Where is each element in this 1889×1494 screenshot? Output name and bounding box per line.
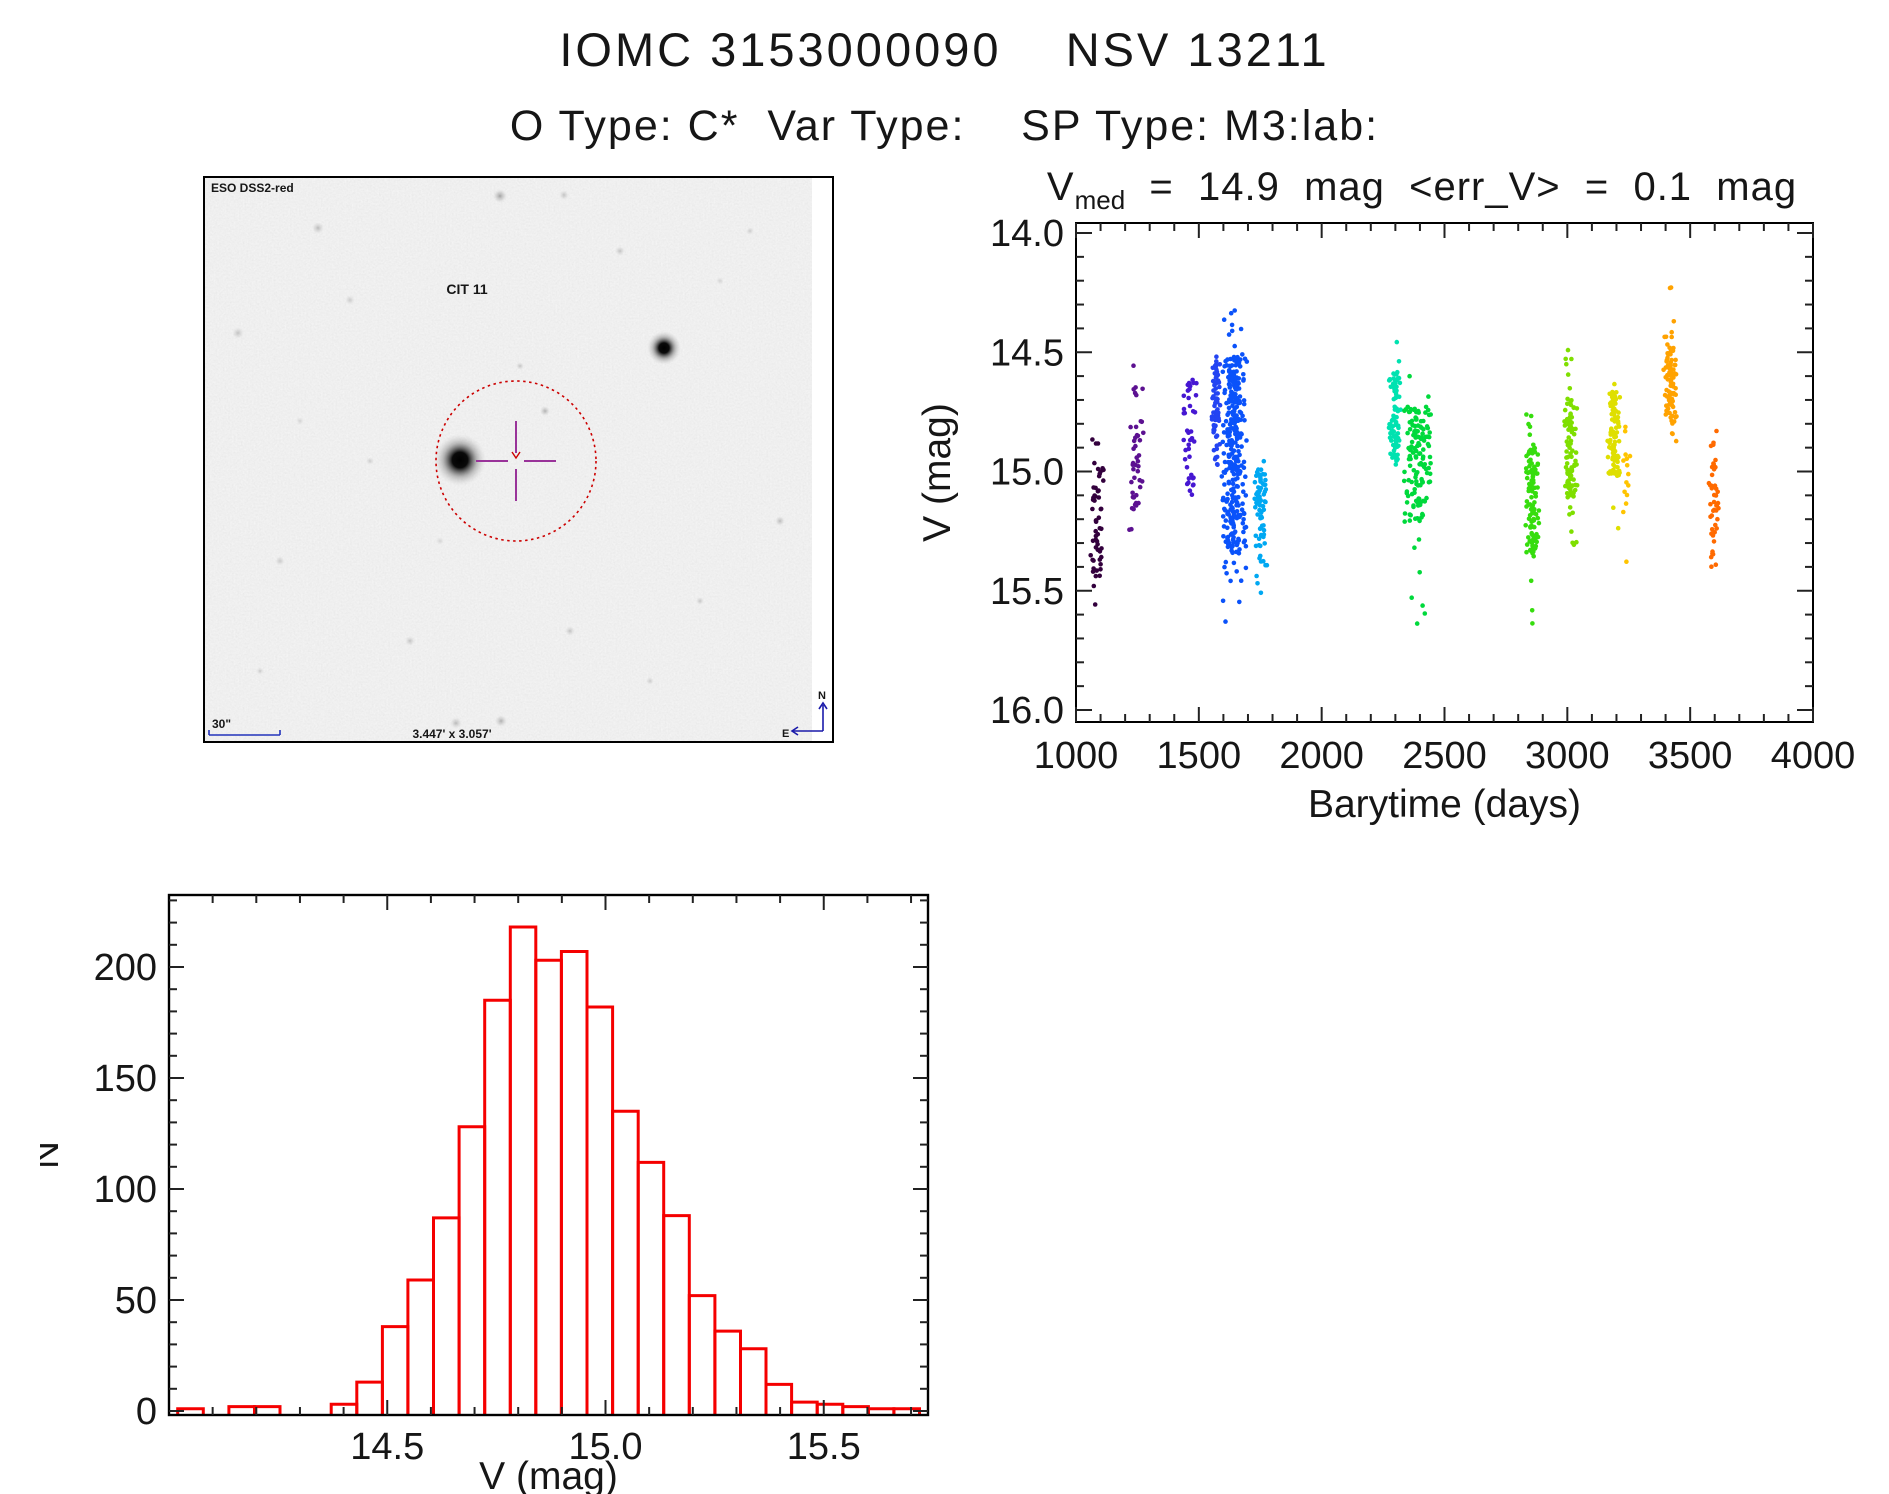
epoch-cluster: [1088, 437, 1106, 607]
epoch-cluster: [1523, 412, 1542, 626]
scatter-ticks: [1075, 223, 1814, 722]
compass-north-label: N: [818, 690, 826, 702]
scatter-xlabel: Barytime (days): [1308, 783, 1581, 826]
survey-label: ESO DSS2-red: [211, 181, 294, 195]
histogram-ticks: [169, 895, 928, 1415]
histogram-xlabel: V (mag): [479, 1455, 618, 1494]
epoch-cluster: [1386, 339, 1403, 467]
svg-text:2000: 2000: [1279, 735, 1364, 777]
scale-label: 30": [212, 717, 231, 731]
svg-text:2500: 2500: [1402, 735, 1487, 777]
histogram-tick-labels: 0 50 100 150 200 14.5 15.0 15.5: [94, 947, 861, 1468]
histogram-bars: [176, 925, 921, 1415]
epoch-cluster: [1605, 381, 1623, 531]
svg-text:50: 50: [115, 1280, 157, 1322]
svg-text:3000: 3000: [1525, 735, 1610, 777]
svg-text:1000: 1000: [1034, 735, 1119, 777]
svg-text:4000: 4000: [1771, 735, 1856, 777]
compass-east-label: E: [782, 728, 789, 740]
object-type-line: O Type: C* Var Type: SP Type: M3:lab:: [509, 102, 1380, 150]
histogram-ylabel: N: [40, 1141, 67, 1169]
epoch-cluster: [1423, 394, 1433, 485]
object-label: CIT 11: [446, 281, 487, 297]
bright-stars: [434, 331, 681, 486]
compass-icon: [790, 701, 828, 736]
svg-text:1500: 1500: [1157, 735, 1242, 777]
finding-chart: ESO DSS2-red CIT 11 30" 3.447' x 3.057' …: [203, 176, 834, 743]
epoch-cluster: [1562, 347, 1580, 548]
svg-text:200: 200: [94, 947, 157, 989]
svg-text:14.5: 14.5: [990, 332, 1064, 374]
epoch-cluster: [1621, 424, 1633, 564]
crosshair-icon: [476, 421, 556, 501]
source-circle: [435, 380, 597, 542]
histogram-plot: 0 50 100 150 200 14.5 15.0 15.5 V (mag) N: [40, 893, 930, 1494]
scale-bar: [208, 730, 281, 736]
epoch-cluster: [1252, 458, 1270, 596]
svg-text:15.5: 15.5: [990, 571, 1064, 613]
epoch-cluster: [1706, 428, 1721, 569]
svg-text:14.5: 14.5: [350, 1426, 424, 1468]
svg-text:15.5: 15.5: [787, 1426, 861, 1468]
vmed-values: = 14.9 mag <err_V> = 0.1 mag: [1125, 165, 1798, 209]
epoch-cluster: [1401, 373, 1430, 626]
svg-text:150: 150: [94, 1058, 157, 1100]
scatter-points: [1088, 285, 1721, 626]
vmed-symbol: V: [1046, 165, 1075, 209]
finding-chart-image: ESO DSS2-red CIT 11 30" 3.447' x 3.057' …: [205, 178, 828, 741]
svg-text:100: 100: [94, 1169, 157, 1211]
epoch-cluster: [1219, 308, 1250, 624]
svg-text:3500: 3500: [1648, 735, 1733, 777]
svg-text:14.0: 14.0: [990, 213, 1064, 255]
histogram-axes: [167, 893, 930, 1417]
scatter-ylabel: V (mag): [916, 403, 959, 542]
scatter-axes: [1075, 222, 1814, 723]
fov-label: 3.447' x 3.057': [412, 727, 491, 741]
star-field-grain: [205, 178, 812, 741]
svg-text:15.0: 15.0: [569, 1426, 643, 1468]
page-title: IOMC 3153000090 NSV 13211: [559, 23, 1330, 76]
epoch-cluster: [1661, 285, 1679, 444]
svg-text:0: 0: [136, 1391, 157, 1433]
svg-text:16.0: 16.0: [990, 690, 1064, 732]
epoch-cluster: [1181, 377, 1199, 498]
vmed-line: Vmed = 14.9 mag <err_V> = 0.1 mag: [900, 165, 1889, 216]
svg-text:15.0: 15.0: [990, 452, 1064, 494]
epoch-cluster: [1209, 354, 1223, 468]
faint-stars: [232, 189, 785, 729]
epoch-cluster: [1127, 363, 1146, 532]
vmed-subscript: med: [1074, 185, 1126, 215]
